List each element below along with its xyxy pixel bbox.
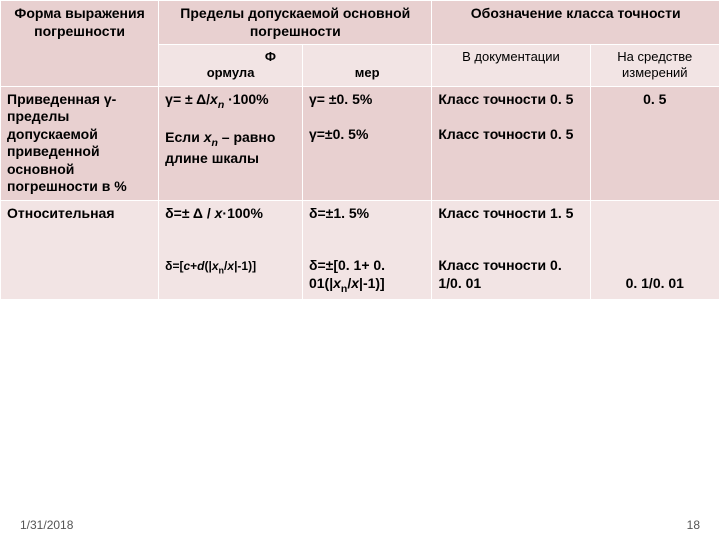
th-form: Форма выражения погрешности bbox=[1, 1, 159, 87]
r2-c2b: δ=±1. 5% δ=±[0. 1+ 0. 01(|xn/x|-1)] bbox=[302, 200, 431, 300]
th-formula-txt: ормула bbox=[207, 65, 255, 80]
th-limits: Пределы допускаемой основной погрешности bbox=[159, 1, 432, 45]
r2-c2a: δ=± Δ / x·100% δ=[c+d(|xn/x|-1)] bbox=[159, 200, 303, 300]
r1-c1: Приведенная γ- пределы допускаемой приве… bbox=[1, 86, 159, 200]
r2-c3b: 0. 1/0. 01 bbox=[590, 200, 719, 300]
r1-c2b: γ= ±0. 5% γ=±0. 5% bbox=[302, 86, 431, 200]
footer-date: 1/31/2018 bbox=[20, 518, 73, 532]
r1-cls1: Класс точности 0. 5 bbox=[438, 91, 573, 107]
footer: 1/31/2018 18 bbox=[20, 518, 700, 532]
r1-cls2: Класс точности 0. 5 bbox=[438, 126, 573, 142]
r1-ex1: γ= ±0. 5% bbox=[309, 91, 372, 107]
table-row: Относительная δ=± Δ / x·100% δ=[c+d(|xn/… bbox=[1, 200, 720, 300]
th-formula: Ф ормула bbox=[159, 45, 303, 87]
r2-c3a: Класс точности 1. 5 Класс точности 0. 1/… bbox=[432, 200, 590, 300]
r1-ex2: γ=±0. 5% bbox=[309, 126, 368, 142]
r1-note: Если xn – равно длине шкалы bbox=[165, 129, 275, 166]
r2-c1: Относительная bbox=[1, 200, 159, 300]
th-mer: мер bbox=[302, 45, 431, 87]
r1-formula1: γ= ± Δ/xn ·100% bbox=[165, 91, 268, 107]
th-doc: В документации bbox=[432, 45, 590, 87]
r1-c2a: γ= ± Δ/xn ·100% Если xn – равно длине шк… bbox=[159, 86, 303, 200]
r1-c3b: 0. 5 bbox=[590, 86, 719, 200]
r2-note: δ=[c+d(|xn/x|-1)] bbox=[165, 259, 256, 273]
table-row: Приведенная γ- пределы допускаемой приве… bbox=[1, 86, 720, 200]
footer-page: 18 bbox=[687, 518, 700, 532]
th-class: Обозначение класса точности bbox=[432, 1, 720, 45]
r2-formula1: δ=± Δ / x·100% bbox=[165, 205, 263, 221]
th-dev: На средстве измерений bbox=[590, 45, 719, 87]
r2-cls2: Класс точности 0. 1/0. 01 bbox=[438, 257, 561, 291]
r2-ex2: δ=±[0. 1+ 0. 01(|xn/x|-1)] bbox=[309, 257, 385, 291]
th-formula-prefix: Ф bbox=[165, 49, 296, 65]
main-table: Форма выражения погрешности Пределы допу… bbox=[0, 0, 720, 300]
r2-cls1: Класс точности 1. 5 bbox=[438, 205, 573, 221]
slide: Форма выражения погрешности Пределы допу… bbox=[0, 0, 720, 540]
r1-c3a: Класс точности 0. 5 Класс точности 0. 5 bbox=[432, 86, 590, 200]
r2-ex1: δ=±1. 5% bbox=[309, 205, 369, 221]
